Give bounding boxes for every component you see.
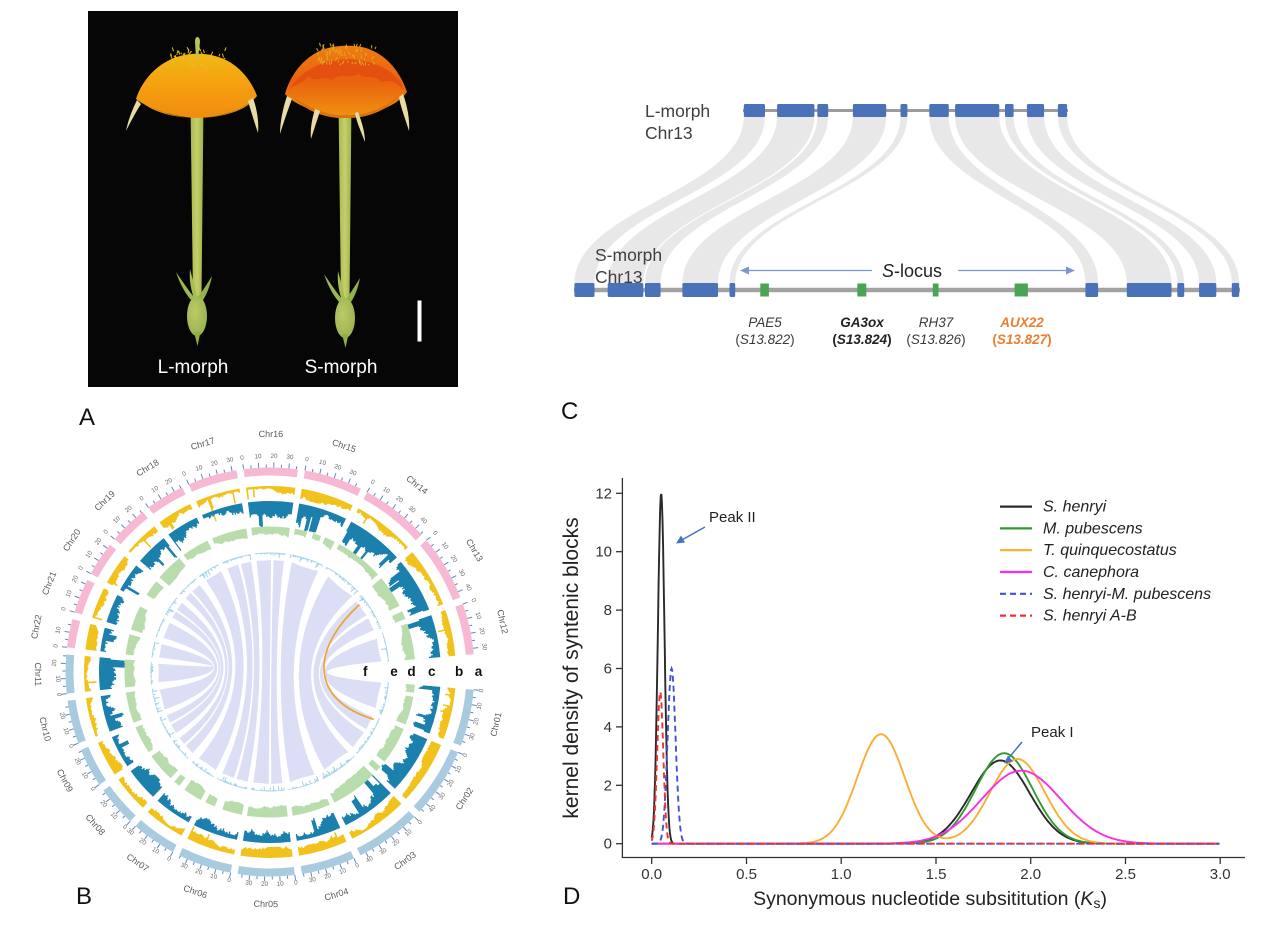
svg-text:AUX22: AUX22 <box>999 315 1044 330</box>
svg-text:10: 10 <box>277 881 285 888</box>
svg-text:b: b <box>455 664 463 679</box>
svg-text:S. henryi A-B: S. henryi A-B <box>1043 608 1137 625</box>
svg-text:(S13.822): (S13.822) <box>735 332 794 347</box>
svg-text:RH37: RH37 <box>919 315 954 330</box>
svg-text:30: 30 <box>286 454 294 462</box>
svg-text:20: 20 <box>51 659 58 667</box>
svg-text:L-morph: L-morph <box>158 357 229 378</box>
svg-text:c: c <box>428 664 436 679</box>
svg-text:C. canephora: C. canephora <box>1043 564 1139 581</box>
svg-text:f: f <box>363 664 368 679</box>
svg-text:30: 30 <box>480 643 488 651</box>
svg-text:4: 4 <box>604 719 612 736</box>
svg-text:A: A <box>79 404 95 431</box>
svg-text:S-locus: S-locus <box>882 261 942 281</box>
svg-text:3.0: 3.0 <box>1210 866 1231 883</box>
svg-text:Peak I: Peak I <box>1031 724 1074 741</box>
svg-text:20: 20 <box>261 881 269 888</box>
svg-text:20: 20 <box>270 453 278 460</box>
svg-text:Chr13: Chr13 <box>595 267 643 287</box>
svg-text:e: e <box>390 664 398 679</box>
svg-text:PAE5: PAE5 <box>748 315 782 330</box>
svg-text:12: 12 <box>595 485 612 502</box>
svg-text:1.5: 1.5 <box>926 866 947 883</box>
svg-text:C: C <box>561 398 578 425</box>
svg-text:(S13.824): (S13.824) <box>832 332 891 347</box>
svg-text:Peak II: Peak II <box>709 509 756 526</box>
svg-text:Chr13: Chr13 <box>645 123 693 143</box>
svg-text:S. henryi-M. pubescens: S. henryi-M. pubescens <box>1043 586 1211 603</box>
svg-text:Synonymous nucleotide subsitit: Synonymous nucleotide subsititution (Ks) <box>753 888 1107 911</box>
svg-text:Chr05: Chr05 <box>253 899 278 909</box>
svg-text:6: 6 <box>604 661 612 678</box>
svg-text:GA3ox: GA3ox <box>840 315 884 330</box>
svg-text:0: 0 <box>604 836 612 853</box>
svg-text:Chr16: Chr16 <box>259 429 284 439</box>
svg-text:1.0: 1.0 <box>831 866 852 883</box>
svg-text:a: a <box>475 664 483 679</box>
svg-text:10: 10 <box>595 544 612 561</box>
svg-text:D: D <box>563 883 580 910</box>
svg-text:8: 8 <box>604 602 612 619</box>
svg-text:S. henryi: S. henryi <box>1043 499 1107 516</box>
svg-text:2.0: 2.0 <box>1020 866 1041 883</box>
svg-text:d: d <box>407 664 415 679</box>
svg-text:T. quinquecostatus: T. quinquecostatus <box>1043 542 1177 559</box>
svg-text:M. pubescens: M. pubescens <box>1043 520 1143 537</box>
svg-text:30: 30 <box>245 880 253 888</box>
svg-text:(S13.826): (S13.826) <box>906 332 965 347</box>
svg-text:S-morph: S-morph <box>595 245 662 265</box>
svg-text:L-morph: L-morph <box>645 101 710 121</box>
svg-text:kernel density of syntenic blo: kernel density of syntenic blocks <box>560 517 583 818</box>
svg-text:10: 10 <box>54 675 61 683</box>
svg-text:(S13.827): (S13.827) <box>992 332 1051 347</box>
svg-text:B: B <box>76 883 92 910</box>
svg-text:2: 2 <box>604 777 612 794</box>
svg-text:10: 10 <box>254 453 262 460</box>
svg-text:Chr11: Chr11 <box>33 662 43 686</box>
svg-text:2.5: 2.5 <box>1115 866 1136 883</box>
svg-text:0.0: 0.0 <box>641 866 662 883</box>
svg-text:S-morph: S-morph <box>305 357 378 378</box>
svg-text:0.5: 0.5 <box>736 866 757 883</box>
